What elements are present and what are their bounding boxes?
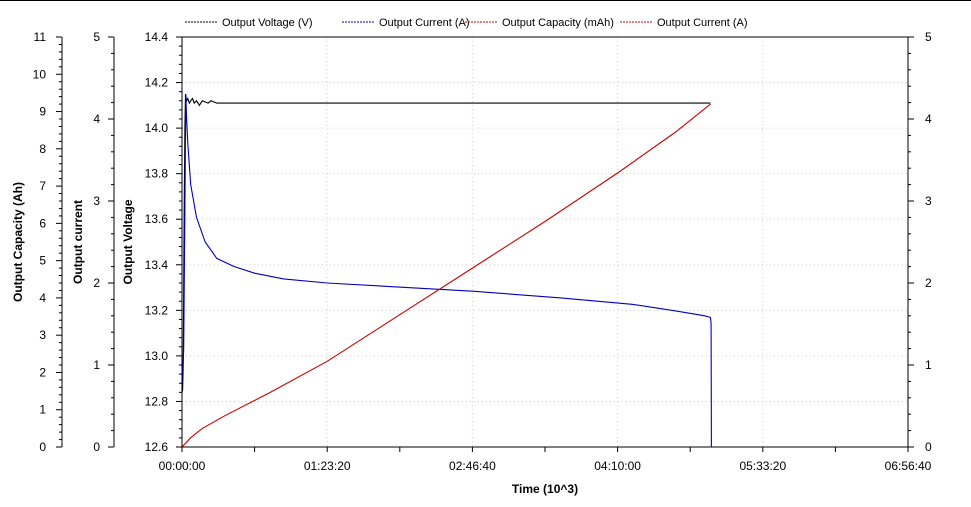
right-current-axis-tick-label: 1 (925, 358, 932, 372)
capacity-axis-tick-label: 7 (39, 179, 46, 193)
right-current-axis-tick-label: 3 (925, 194, 932, 208)
voltage-axis-tick-label: 13.6 (145, 212, 169, 226)
x-tick-label: 05:33:20 (739, 459, 786, 473)
capacity-axis-title: Output Capacity (Ah) (11, 182, 25, 302)
capacity-axis-tick-label: 6 (39, 216, 46, 230)
series-line-3 (181, 103, 711, 448)
right-current-axis-tick-label: 4 (925, 112, 932, 126)
right-current-axis-tick-label: 0 (925, 440, 932, 454)
capacity-axis-tick-label: 4 (39, 291, 46, 305)
legend-label: Output Current (A) (657, 17, 747, 29)
voltage-axis-tick-label: 13.0 (145, 349, 169, 363)
right-current-axis-tick-label: 2 (925, 276, 932, 290)
voltage-axis-tick-label: 12.8 (145, 394, 169, 408)
gridlines (182, 37, 908, 447)
current-axis-tick-label: 0 (93, 440, 100, 454)
right-current-axis-tick-label: 5 (925, 30, 932, 44)
current-axis-tick-label: 2 (93, 276, 100, 290)
voltage-axis-tick-label: 13.8 (145, 167, 169, 181)
capacity-axis-tick-label: 3 (39, 328, 46, 342)
voltage-axis-tick-label: 14.0 (145, 121, 169, 135)
x-tick-label: 01:23:20 (304, 459, 351, 473)
capacity-axis-tick-label: 10 (33, 67, 47, 81)
series-lines (181, 93, 712, 448)
axes: 00:00:00 01:23:20 02:46:40 04:10:00 05:33:20… (33, 30, 932, 473)
voltage-axis-tick-label: 14.2 (145, 76, 169, 90)
current-axis-title: Output current (71, 200, 85, 284)
voltage-axis-tick-label: 13.2 (145, 303, 169, 317)
current-axis-tick-label: 3 (93, 194, 100, 208)
x-tick-label: 00:00:00 (159, 459, 206, 473)
legend-label: Output Voltage (V) (222, 17, 313, 29)
voltage-axis-tick-label: 12.6 (145, 440, 169, 454)
legend-label: Output Capacity (mAh) (502, 17, 614, 29)
voltage-axis-tick-label: 14.4 (145, 30, 169, 44)
capacity-axis-tick-label: 8 (39, 142, 46, 156)
legend-label: Output Current (A) (379, 17, 469, 29)
current-axis-tick-label: 5 (93, 30, 100, 44)
current-axis-tick-label: 4 (93, 112, 100, 126)
capacity-axis-tick-label: 2 (39, 365, 46, 379)
voltage-axis-tick-label: 13.4 (145, 258, 169, 272)
series-line-2 (181, 94, 712, 448)
legend: Output Voltage (V) Output Current (A) Outp… (185, 17, 747, 29)
voltage-axis-title: Output Voltage (121, 199, 135, 284)
capacity-axis-tick-label: 9 (39, 105, 46, 119)
capacity-axis-tick-label: 11 (34, 30, 47, 44)
capacity-axis-tick-label: 0 (39, 440, 46, 454)
capacity-axis-tick-label: 1 (39, 403, 46, 417)
x-tick-label: 04:10:00 (594, 459, 641, 473)
current-axis-tick-label: 1 (93, 358, 100, 372)
x-tick-label: 02:46:40 (449, 459, 496, 473)
x-axis-title: Time (10^3) (512, 482, 578, 496)
x-tick-label: 06:56:40 (885, 459, 932, 473)
capacity-axis-tick-label: 5 (39, 254, 46, 268)
series-line-1 (181, 93, 711, 393)
